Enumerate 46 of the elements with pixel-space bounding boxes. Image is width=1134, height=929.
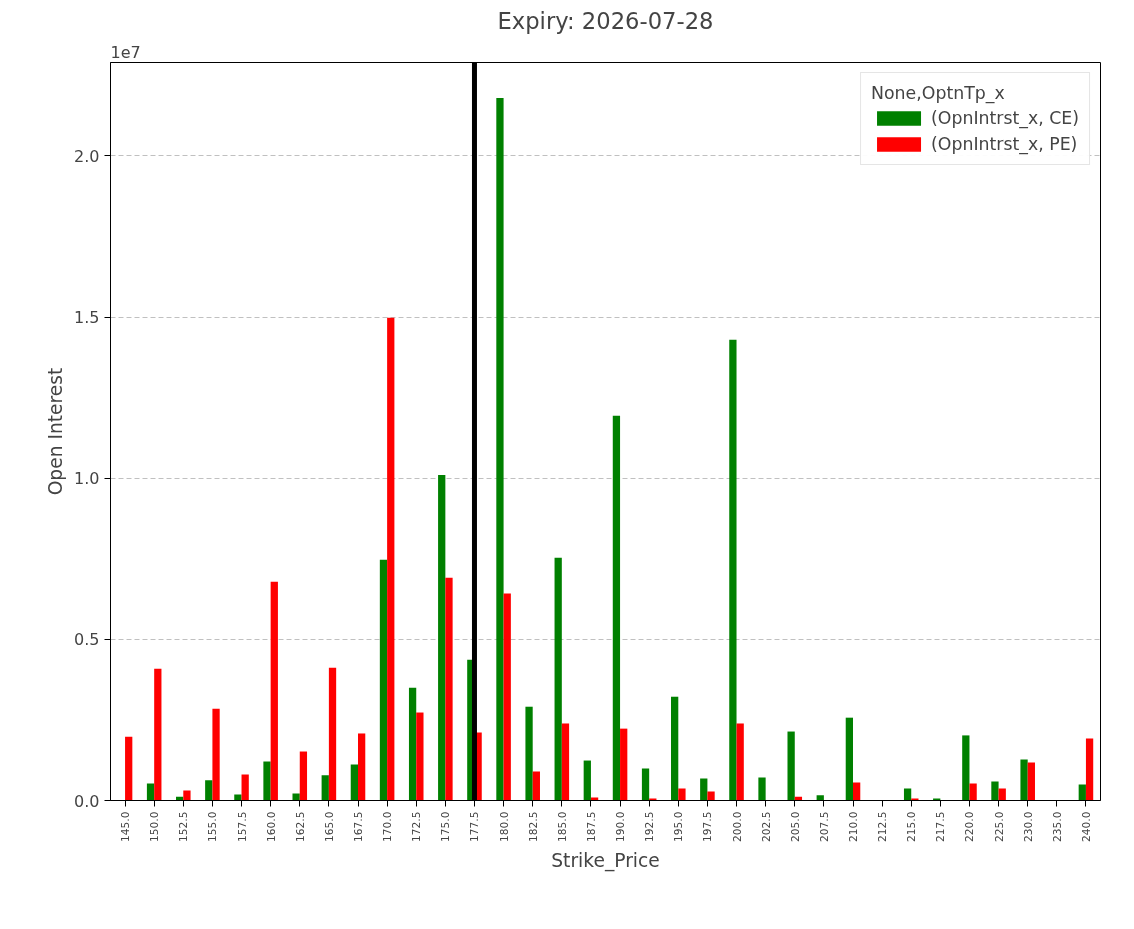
x-tick-label: 200.0 — [730, 811, 744, 843]
x-tick-label: 220.0 — [963, 811, 977, 843]
x-tick-label: 225.0 — [992, 811, 1006, 843]
x-tick-label: 150.0 — [148, 811, 162, 843]
x-tick-label: 172.5 — [410, 811, 424, 843]
legend-label: (OpnIntrst_x, PE) — [931, 134, 1078, 154]
x-tick-label: 240.0 — [1079, 811, 1093, 843]
x-axis-title: Strike_Price — [551, 850, 660, 873]
x-tick-label: 155.0 — [206, 811, 220, 843]
x-tick-label: 212.5 — [876, 811, 890, 843]
y-tick-label: 0.0 — [74, 791, 100, 811]
y-tick-label: 1.5 — [74, 308, 100, 328]
y-tick-label: 0.5 — [74, 630, 100, 650]
x-tick-label: 215.0 — [905, 811, 919, 843]
y-tick-label: 1.0 — [74, 469, 100, 489]
x-tick-label: 217.5 — [934, 811, 948, 843]
x-tick-label: 192.5 — [643, 811, 657, 843]
x-tick-label: 187.5 — [584, 811, 598, 843]
y-tick-label: 2.0 — [74, 146, 100, 166]
x-tick-label: 177.5 — [468, 811, 482, 843]
x-tick-label: 175.0 — [439, 811, 453, 843]
x-tick-label: 197.5 — [701, 811, 715, 843]
x-tick-label: 152.5 — [177, 811, 191, 843]
x-tick-label: 195.0 — [672, 811, 686, 843]
x-tick-label: 167.5 — [352, 811, 365, 843]
x-tick-label: 185.0 — [555, 811, 569, 843]
legend-label: (OpnIntrst_x, CE) — [931, 108, 1079, 128]
text: 1e7 — [110, 42, 141, 62]
x-tick-label: 145.0 — [119, 811, 133, 843]
x-tick-label: 165.0 — [322, 811, 336, 843]
x-tick-label: 182.5 — [526, 811, 540, 843]
chart-title: Expiry: 2026-07-28 — [497, 7, 714, 34]
x-tick-label: 162.5 — [293, 811, 307, 843]
x-tick-label: 210.0 — [847, 811, 860, 843]
x-tick-label: 157.5 — [235, 811, 249, 843]
x-tick-label: 205.0 — [788, 811, 802, 843]
x-tick-label: 180.0 — [497, 811, 511, 843]
x-tick-label: 202.5 — [759, 811, 773, 843]
y-axis-title: Open Interest — [45, 367, 67, 496]
x-tick-label: 230.0 — [1021, 811, 1035, 843]
legend-title: None,OptnTp_x — [871, 83, 1006, 103]
x-tick-label: 160.0 — [264, 811, 278, 843]
x-tick-label: 235.0 — [1050, 811, 1064, 843]
x-tick-label: 207.5 — [817, 811, 831, 843]
x-tick-label: 190.0 — [614, 811, 628, 843]
x-tick-label: 170.0 — [381, 811, 395, 843]
